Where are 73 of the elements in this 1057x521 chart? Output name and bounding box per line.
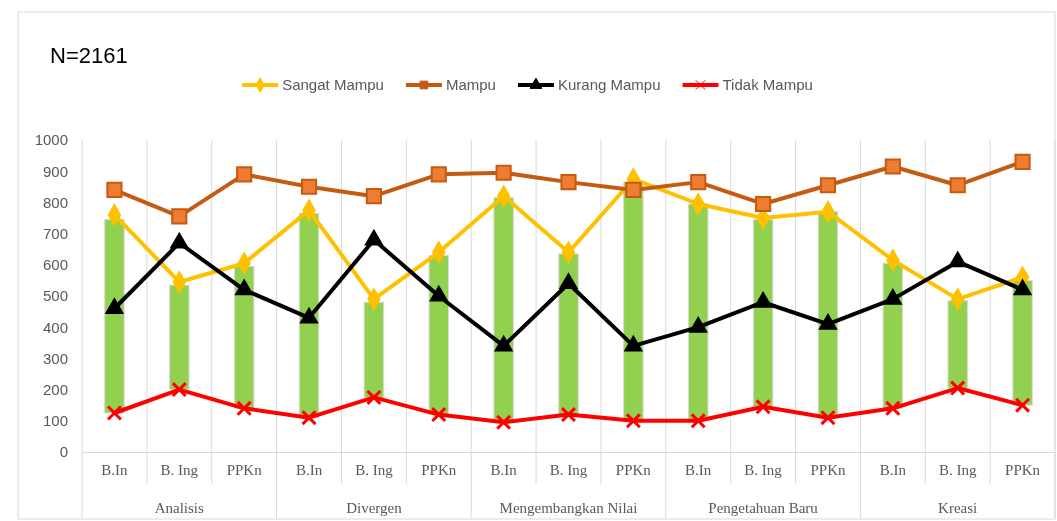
x-tick-label: B.In (101, 461, 129, 478)
point (625, 412, 642, 429)
y-tick-label: 800 (42, 193, 68, 211)
chart-title: N=2161 (50, 43, 128, 68)
legend-label: Tidak Mampu (722, 76, 813, 93)
y-tick-label: 900 (42, 162, 68, 180)
y-tick-label: 600 (42, 256, 68, 274)
bar (752, 219, 774, 408)
point (495, 164, 512, 181)
point (236, 166, 253, 183)
point (884, 400, 901, 417)
point (301, 409, 317, 426)
y-tick-label: 200 (42, 380, 68, 398)
bar (688, 203, 709, 422)
x-tick-label: B.In (685, 461, 712, 478)
point (690, 174, 707, 191)
point (1014, 397, 1031, 414)
x-tick-label: B. Ing (938, 461, 977, 478)
point (625, 181, 642, 198)
point (884, 158, 901, 175)
point (755, 195, 772, 213)
point (300, 178, 318, 195)
bar (363, 301, 385, 398)
point (819, 177, 837, 194)
y-tick-label: 0 (59, 443, 68, 461)
point (495, 414, 512, 431)
point (171, 381, 188, 398)
point (430, 166, 447, 183)
text: Analisis (154, 500, 205, 516)
bar (947, 300, 968, 389)
x-tick-label: PPKn (615, 461, 652, 478)
x-tick-label: PPKn (1005, 461, 1041, 478)
text: Pengetahuan Baru (708, 500, 819, 516)
point (560, 174, 577, 191)
text: Mengembangkan Nilai (499, 500, 638, 516)
point (106, 181, 123, 198)
x-tick-label: PPKn (421, 461, 457, 478)
x-tick-label: B.In (879, 461, 907, 478)
text: Kreasi (938, 500, 978, 516)
bar (298, 212, 320, 419)
legend-label: Sangat Mampu (282, 76, 384, 93)
x-tick-label: B. Ing (744, 461, 783, 478)
point (560, 406, 577, 423)
legend-label: Mampu (445, 76, 496, 93)
x-tick-label: B. Ing (160, 461, 199, 478)
point (949, 380, 966, 396)
point (365, 188, 382, 205)
point (430, 406, 447, 423)
point (171, 208, 188, 225)
point (1014, 153, 1031, 170)
x-tick-label: B.In (490, 461, 518, 478)
y-tick-label: 1000 (34, 131, 68, 149)
y-tick-label: 500 (42, 287, 68, 305)
x-tick-label: PPKn (226, 461, 263, 478)
x-tick-label: B. Ing (549, 461, 588, 478)
x-tick-label: PPKn (810, 461, 846, 478)
point (236, 400, 253, 417)
point (820, 409, 836, 426)
legend-label: Kurang Mampu (557, 76, 661, 93)
point (949, 177, 966, 194)
x-tick-label: B.In (295, 461, 323, 478)
point (365, 389, 382, 406)
point (755, 398, 772, 415)
point (559, 273, 578, 290)
bar (493, 197, 514, 423)
point (690, 412, 707, 429)
y-tick-label: 400 (42, 318, 68, 336)
x-tick-label: B. Ing (355, 461, 394, 478)
y-tick-label: 300 (42, 349, 68, 367)
text: Divergen (346, 500, 403, 516)
y-tick-label: 100 (42, 412, 68, 430)
y-tick-label: 700 (42, 224, 68, 242)
bar (169, 284, 190, 391)
